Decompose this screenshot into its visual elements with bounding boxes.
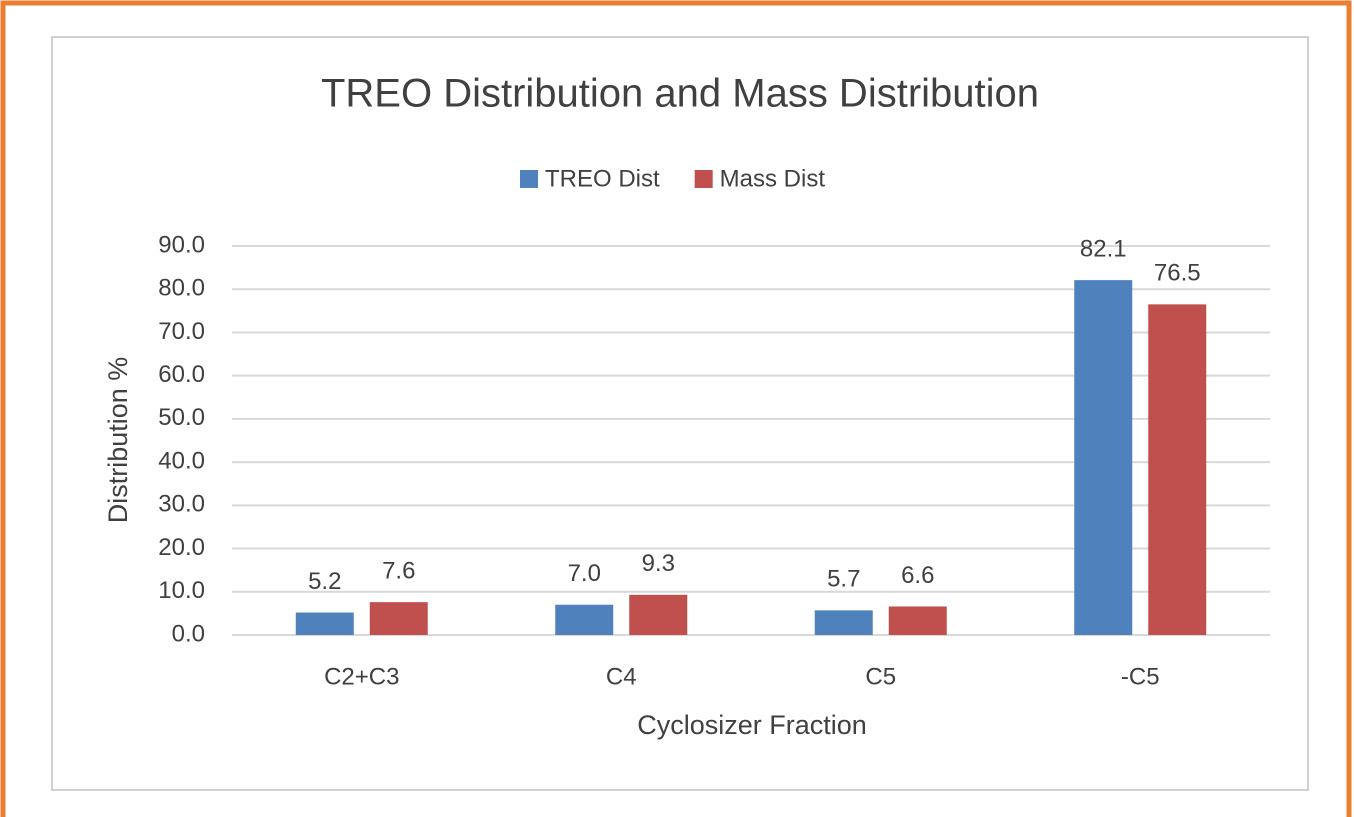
data-label: 6.6 [901,562,934,589]
y-tick-label: 10.0 [158,577,205,604]
bar [555,604,614,635]
y-tick-label: 80.0 [158,275,205,302]
y-tick-label: 90.0 [158,231,205,258]
y-tick-label: 30.0 [158,491,205,518]
y-tick-label: 20.0 [158,534,205,561]
bar [1074,280,1133,635]
x-axis-label: Cyclosizer Fraction [637,710,867,740]
data-label: 76.5 [1154,260,1201,287]
y-tick-label: 0.0 [172,620,205,647]
legend-swatch [694,170,713,188]
bar [888,606,947,635]
bar [814,610,873,635]
y-tick-label: 50.0 [158,404,205,431]
bar [1148,304,1207,635]
x-tick-label: C4 [606,663,637,690]
legend-label: Mass Dist [720,165,826,192]
x-tick-label: C5 [865,663,896,690]
data-label: 7.0 [568,560,601,587]
legend-swatch [520,170,538,188]
legend-label: TREO Dist [545,165,660,192]
data-label: 5.2 [308,568,341,595]
bar [629,594,688,635]
bar [369,602,428,635]
chart-title: TREO Distribution and Mass Distribution [321,72,1039,116]
data-label: 5.7 [827,566,860,593]
data-label: 9.3 [642,550,675,577]
y-tick-label: 70.0 [158,318,205,345]
data-label: 7.6 [382,557,415,584]
y-axis-label: Distribution % [103,357,133,524]
y-tick-label: 40.0 [158,447,205,474]
bar [295,612,354,635]
data-label: 82.1 [1080,235,1127,262]
x-tick-label: C2+C3 [324,663,399,690]
y-tick-label: 60.0 [158,361,205,388]
x-tick-label: -C5 [1121,663,1160,690]
